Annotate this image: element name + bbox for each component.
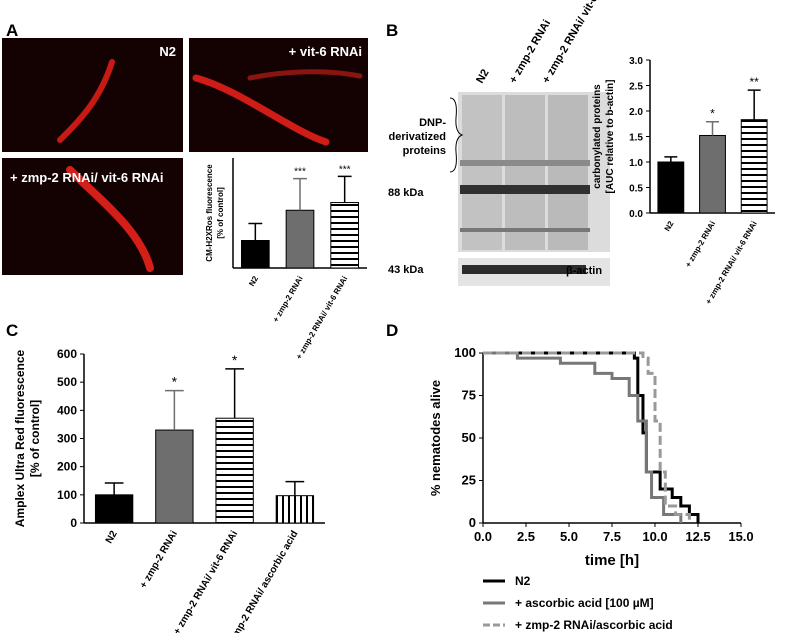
x-tick-label: + zmp-2 RNAi/ vit-6 RNAi xyxy=(294,275,349,361)
significance: * xyxy=(172,374,178,390)
error-bar xyxy=(664,156,678,162)
error-bar xyxy=(337,175,352,203)
error-bar xyxy=(104,482,124,495)
lane-label: N2 xyxy=(474,67,491,85)
x-tick-label: + zmp-2 RNAi xyxy=(138,529,180,591)
survival-line xyxy=(483,351,683,523)
micrograph-label: N2 xyxy=(159,44,176,59)
legend-label: + ascorbic acid [100 µM] xyxy=(515,596,654,610)
bracket-label: proteins xyxy=(403,145,446,157)
micrograph: + vit-6 RNAi xyxy=(189,38,368,152)
bar xyxy=(699,134,726,214)
y-tick-label: 0.5 xyxy=(629,184,643,195)
bar xyxy=(240,240,270,269)
error-bar xyxy=(248,222,263,241)
x-tick-label: 0.0 xyxy=(474,529,492,544)
bar xyxy=(215,417,254,524)
y-tick-label: 3.0 xyxy=(629,56,643,67)
x-tick-label: 12.5 xyxy=(685,529,710,544)
micrograph-label: + vit-6 RNAi xyxy=(289,44,362,59)
x-tick-label: + zmp-2 RNAi/ ascorbic acid xyxy=(224,529,301,633)
x-tick-label: 7.5 xyxy=(603,529,621,544)
y-tick-label: 400 xyxy=(57,403,77,417)
loading-control-label: β-actin xyxy=(566,265,602,277)
y-tick-label: 0 xyxy=(70,516,77,530)
error-bar xyxy=(293,177,307,211)
y-tick-label: 2.5 xyxy=(629,82,643,93)
y-tick-label: 0 xyxy=(469,515,476,530)
x-tick-label: 10.0 xyxy=(642,529,667,544)
x-tick-label: 5.0 xyxy=(560,529,578,544)
significance: * xyxy=(232,352,238,368)
marker-label: 88 kDa xyxy=(388,187,424,199)
bar xyxy=(740,119,768,214)
error-bar xyxy=(225,368,244,419)
x-tick-label: N2 xyxy=(663,219,676,233)
bracket-label: derivatized xyxy=(389,131,446,143)
x-tick-label: + zmp-2 RNAi xyxy=(271,275,305,324)
legend-label: + zmp-2 RNAi/ascorbic acid xyxy=(515,618,673,632)
y-tick-label: 300 xyxy=(57,432,77,446)
y-tick-label: 2.0 xyxy=(629,107,643,118)
y-axis-label: [AUC relative to b-actin] xyxy=(605,80,616,194)
bar xyxy=(155,429,194,524)
survival-line xyxy=(483,351,700,523)
micrograph: N2 xyxy=(2,38,183,152)
bracket-label: DNP- xyxy=(419,117,446,129)
y-tick-label: 600 xyxy=(57,347,77,361)
y-axis-label: % nematodes alive xyxy=(428,380,443,496)
significance: * xyxy=(710,107,715,121)
error-bar xyxy=(165,389,184,431)
micrograph: + zmp-2 RNAi/ vit-6 RNAi xyxy=(2,158,183,275)
y-tick-label: 500 xyxy=(57,375,77,389)
micrograph-label: + zmp-2 RNAi/ vit-6 RNAi xyxy=(10,170,164,185)
y-axis-label: [% of control] xyxy=(216,187,225,239)
y-tick-label: 1.5 xyxy=(629,133,643,144)
y-tick-label: 25 xyxy=(462,473,476,488)
y-axis-label: carbonylated proteins xyxy=(592,84,603,189)
y-tick-label: 1.0 xyxy=(629,158,643,169)
bar xyxy=(285,209,315,269)
marker-label: 43 kDa xyxy=(388,264,424,276)
x-tick-label: + zmp-2 RNAi xyxy=(684,220,718,269)
y-axis-label: CM-H2XRos fluorescence xyxy=(205,164,214,262)
panel-label: C xyxy=(6,321,18,340)
lane-label: + zmp-2 RNAi/ vit-6 RNAi xyxy=(540,0,615,86)
y-axis-label: Amplex Ultra Red fluorescence xyxy=(13,349,27,527)
bar xyxy=(657,161,685,214)
x-tick-label: N2 xyxy=(247,274,260,288)
panel-label: A xyxy=(6,21,18,40)
survival-line xyxy=(483,351,691,523)
y-tick-label: 0.0 xyxy=(629,209,643,220)
x-tick-label: + zmp-2 RNAi/ vit-6 RNAi xyxy=(172,529,241,633)
bar xyxy=(94,494,134,524)
y-tick-label: 50 xyxy=(462,430,476,445)
significance: *** xyxy=(294,167,306,178)
x-tick-label: 15.0 xyxy=(728,529,753,544)
error-bar xyxy=(285,480,305,496)
bar xyxy=(275,495,315,524)
y-tick-label: 100 xyxy=(454,345,476,360)
panel-label: D xyxy=(386,321,398,340)
x-tick-label: N2 xyxy=(104,529,120,546)
significance: ** xyxy=(749,75,759,89)
y-tick-label: 200 xyxy=(57,460,77,474)
western-blot xyxy=(449,92,610,286)
bar xyxy=(330,202,360,269)
legend-label: N2 xyxy=(515,574,531,588)
y-axis-label: [% of control] xyxy=(28,400,42,477)
y-tick-label: 100 xyxy=(57,488,77,502)
error-bar xyxy=(706,120,719,136)
panel-label: B xyxy=(386,21,398,40)
x-axis-label: time [h] xyxy=(585,552,639,569)
x-tick-label: 2.5 xyxy=(517,529,535,544)
significance: *** xyxy=(339,164,351,175)
error-bar xyxy=(747,89,761,120)
y-tick-label: 75 xyxy=(462,388,476,403)
